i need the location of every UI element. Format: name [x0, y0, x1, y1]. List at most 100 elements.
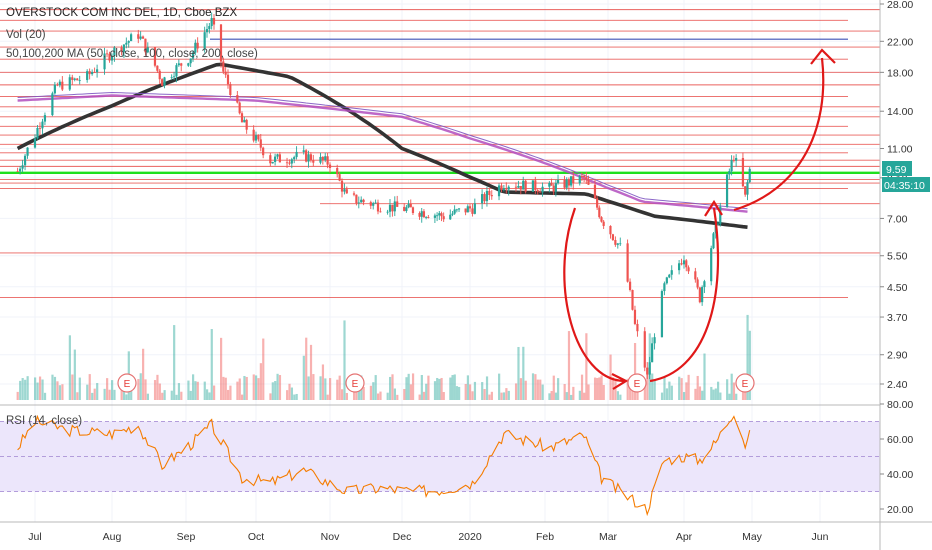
last-price-value: 9.59: [886, 164, 907, 176]
volume-bar: [633, 343, 637, 400]
volume-bar: [500, 392, 503, 400]
candle-body: [219, 24, 223, 62]
candle-body: [596, 198, 599, 208]
candle-body: [229, 84, 232, 96]
candle-body: [653, 337, 656, 344]
volume-bar: [519, 378, 523, 400]
candle-body: [565, 179, 568, 188]
time-tick-label: May: [742, 531, 763, 543]
candle-body: [569, 176, 573, 186]
candle-body: [139, 36, 142, 39]
volume-bar: [343, 320, 346, 400]
candle-body: [153, 47, 157, 66]
candle-body: [58, 81, 61, 86]
volume-bar: [536, 379, 539, 400]
candle-body: [455, 209, 458, 211]
volume-bar: [187, 380, 190, 400]
candle-body: [531, 180, 535, 192]
volume-bar: [173, 325, 176, 400]
volume-bar: [338, 375, 341, 400]
candle-body: [191, 52, 195, 59]
volume-bar: [56, 381, 59, 400]
volume-bar: [717, 381, 720, 400]
candle-body: [340, 180, 344, 192]
candle-body: [411, 207, 415, 214]
legend: OVERSTOCK COM INC DEL, 1D, Cboe BZX Vol …: [6, 7, 258, 427]
candle-body: [122, 44, 126, 52]
volume-bar: [103, 388, 106, 400]
volume-bar: [485, 376, 489, 400]
time-tick-label: Oct: [248, 531, 264, 543]
candle-body: [56, 84, 59, 86]
rsi-axis: 80.00 60.00 40.00 20.00: [880, 399, 913, 516]
candle-body: [208, 26, 211, 30]
price-tick-label: 5.50: [887, 251, 908, 263]
volume-bar: [466, 375, 470, 400]
candle-body: [86, 71, 89, 81]
volume-bar: [355, 391, 358, 400]
candle-body: [433, 215, 437, 218]
candle-body: [534, 180, 537, 191]
volume-bar: [614, 380, 617, 400]
candle-body: [23, 155, 27, 166]
candle-body: [611, 234, 615, 241]
candle-body: [670, 270, 673, 275]
volume-bar: [488, 394, 491, 400]
volume-bar: [554, 392, 558, 400]
arrow-up-head: [704, 199, 723, 217]
candle-body: [146, 47, 149, 53]
volume-bar: [76, 392, 79, 400]
candle-body: [38, 127, 42, 129]
candle-body: [636, 323, 639, 332]
candle-body: [580, 175, 584, 177]
volume-bar: [43, 392, 47, 400]
candle-body: [567, 179, 570, 186]
candle-body: [701, 287, 704, 303]
volume-bar: [498, 373, 501, 400]
candle-body: [355, 194, 358, 204]
volume-bar: [170, 390, 173, 400]
volume-bar: [483, 389, 486, 400]
volume-bar: [726, 379, 729, 400]
volume-bar: [286, 390, 289, 400]
candle-body: [177, 63, 180, 66]
candle-body: [746, 182, 749, 195]
volume-bar: [238, 378, 241, 400]
candle-body: [43, 115, 47, 122]
volume-bar: [345, 392, 348, 400]
candle-body: [172, 76, 176, 78]
candle-body: [619, 243, 622, 245]
volume-bar: [653, 380, 656, 400]
time-tick-label: 2020: [458, 531, 482, 543]
volume-bar: [144, 379, 147, 400]
candle-body: [18, 168, 22, 172]
volume-bar: [389, 376, 392, 400]
volume-bar: [687, 374, 690, 400]
candle-body: [457, 208, 461, 210]
candle-body: [203, 32, 206, 49]
price-tick-label: 2.40: [887, 379, 908, 391]
volume-bar: [108, 389, 111, 400]
candle-body: [137, 34, 140, 39]
time-tick-label: Dec: [393, 531, 412, 543]
candle-body: [598, 207, 601, 218]
candle-body: [305, 150, 308, 162]
volume-bar: [156, 374, 159, 400]
candle-body: [369, 202, 372, 206]
candle-body: [438, 213, 441, 216]
candle-body: [144, 38, 147, 53]
volume-bar: [427, 375, 430, 400]
candle-body: [396, 201, 399, 207]
price-tick-label: 18.00: [887, 67, 913, 79]
candle-body: [240, 113, 244, 123]
candle-body: [435, 215, 439, 217]
volume-bar: [735, 393, 738, 400]
volume-bar: [224, 377, 227, 400]
candle-body: [61, 81, 64, 90]
annotation-arrows: [563, 48, 836, 390]
volume-bar: [409, 384, 412, 400]
price-tick-label: 11.00: [887, 144, 913, 156]
volume-bar: [213, 385, 216, 400]
candle-body: [554, 183, 557, 192]
